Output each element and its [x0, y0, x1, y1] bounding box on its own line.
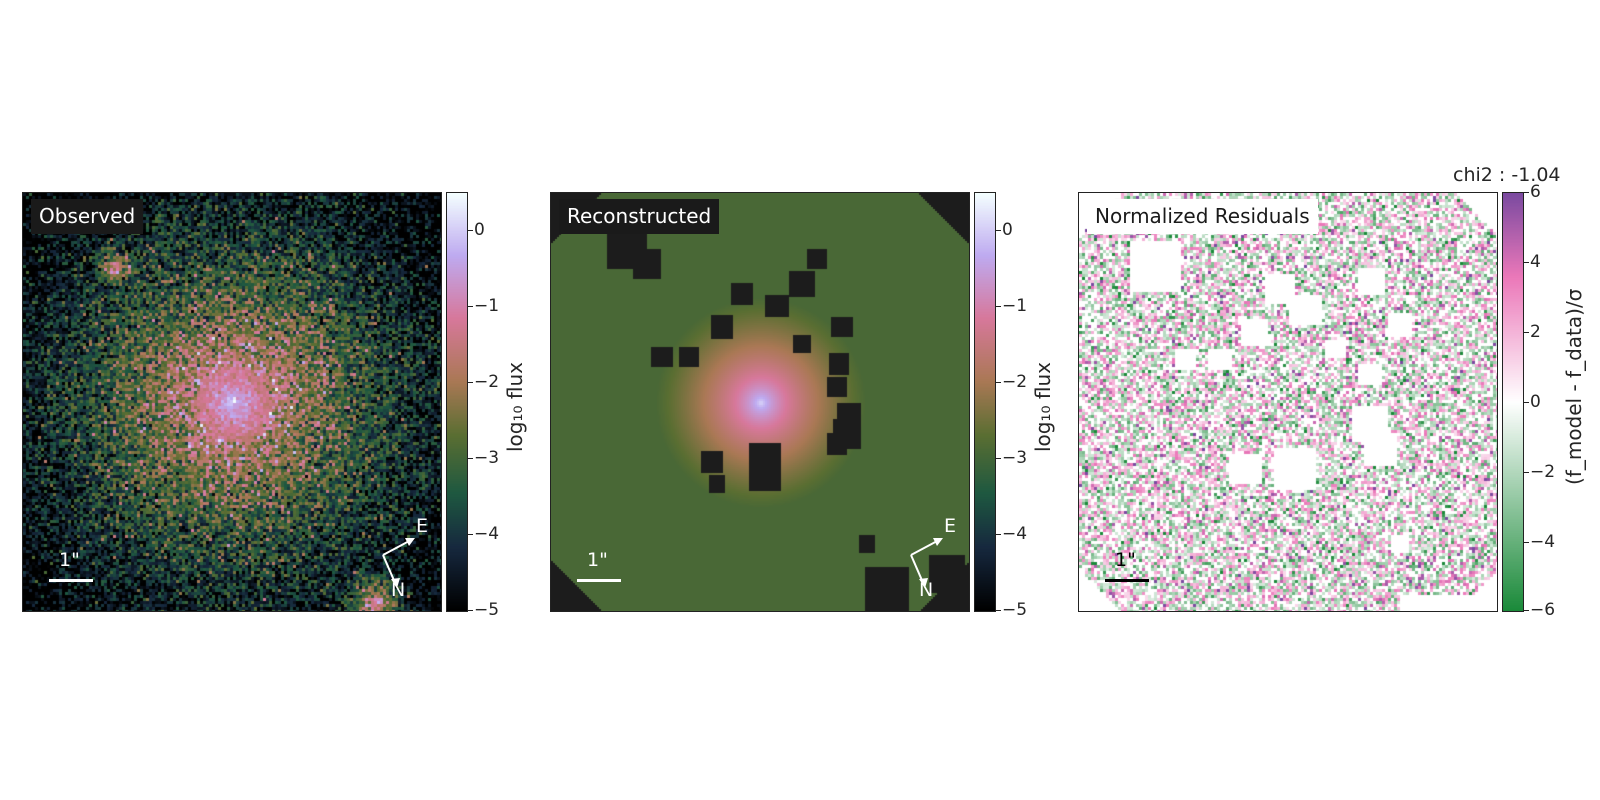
- scale-bar: [1105, 579, 1149, 582]
- flux-colorbar-label-1: log₁₀ flux: [503, 362, 527, 452]
- observed-image: [23, 193, 441, 611]
- cbar-tick: 4: [1530, 252, 1541, 272]
- cbar-tick: 0: [474, 220, 485, 240]
- scale-label: 1": [587, 549, 608, 571]
- cbar-tick: −6: [1530, 600, 1555, 620]
- scale-label: 1": [59, 549, 80, 571]
- cbar-tick: 2: [1530, 322, 1541, 342]
- residuals-image: [1079, 193, 1497, 611]
- cbar-tick: −5: [474, 600, 499, 620]
- cbar-tick: −2: [1530, 462, 1555, 482]
- observed-label: Observed: [31, 199, 143, 234]
- cbar-tick: 0: [1002, 220, 1013, 240]
- compass-east: E: [416, 515, 428, 537]
- residuals-panel: Normalized Residuals 1": [1078, 192, 1498, 612]
- cbar-tick: −2: [474, 372, 499, 392]
- cbar-tick: −1: [474, 296, 499, 316]
- reconstructed-label: Reconstructed: [559, 199, 719, 234]
- cbar-tick: −4: [1530, 532, 1555, 552]
- residuals-label: Normalized Residuals: [1087, 199, 1318, 234]
- cbar-tick: −4: [474, 524, 499, 544]
- cbar-tick: 6: [1530, 182, 1541, 202]
- flux-colorbar-1: [446, 192, 468, 612]
- reconstructed-image: [551, 193, 969, 611]
- observed-panel: Observed 1" E N: [22, 192, 442, 612]
- cbar-tick: 0: [1530, 392, 1541, 412]
- cbar-tick: −3: [474, 448, 499, 468]
- compass-east: E: [944, 515, 956, 537]
- residual-colorbar-label: (f_model - f_data)/σ: [1562, 289, 1586, 485]
- flux-colorbar-2: [974, 192, 996, 612]
- scale-bar: [49, 579, 93, 582]
- reconstructed-panel: Reconstructed 1" E N: [550, 192, 970, 612]
- cbar-tick: −4: [1002, 524, 1027, 544]
- scale-bar: [577, 579, 621, 582]
- chi2-title: chi2 : -1.04: [1453, 164, 1561, 186]
- compass-north: N: [391, 579, 405, 601]
- cbar-tick: −2: [1002, 372, 1027, 392]
- compass-north: N: [919, 579, 933, 601]
- cbar-tick: −1: [1002, 296, 1027, 316]
- scale-label: 1": [1115, 549, 1136, 571]
- residual-colorbar: [1502, 192, 1524, 612]
- flux-colorbar-label-2: log₁₀ flux: [1031, 362, 1055, 452]
- cbar-tick: −3: [1002, 448, 1027, 468]
- cbar-tick: −5: [1002, 600, 1027, 620]
